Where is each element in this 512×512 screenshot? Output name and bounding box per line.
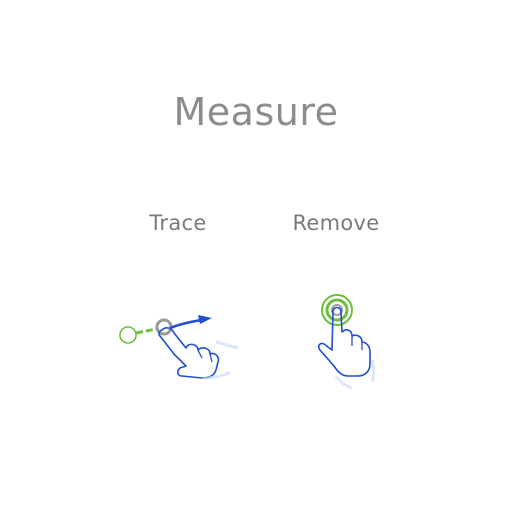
page-title: Measure bbox=[173, 90, 339, 134]
remove-label: Remove bbox=[292, 211, 380, 235]
trace-label: Trace bbox=[149, 211, 207, 235]
long-press-gesture-icon bbox=[317, 294, 375, 390]
trace-gesture-icon bbox=[119, 315, 239, 380]
